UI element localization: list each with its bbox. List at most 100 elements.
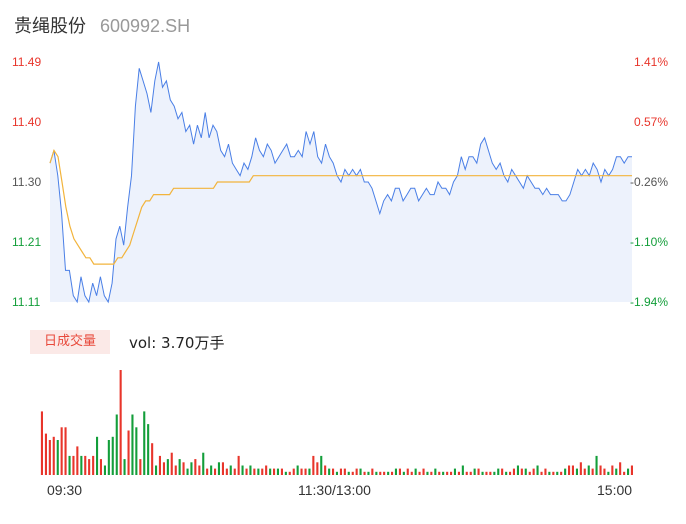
volume-bar: [233, 468, 236, 475]
volume-bar: [96, 436, 99, 475]
pct-label: -0.26%: [629, 175, 668, 189]
volume-bar: [379, 471, 382, 475]
volume-bar: [473, 468, 476, 475]
volume-bar: [241, 465, 244, 475]
volume-bar: [284, 471, 287, 475]
volume-bar: [465, 471, 468, 475]
volume-bar: [131, 414, 134, 475]
pct-label: 0.57%: [633, 115, 668, 129]
volume-bar: [430, 471, 433, 475]
volume-bar: [324, 465, 327, 475]
volume-bar: [359, 468, 362, 475]
pct-label: -1.94%: [629, 295, 668, 309]
volume-bar: [304, 468, 307, 475]
volume-bar: [351, 471, 354, 475]
volume-bar: [190, 462, 193, 475]
volume-bar: [143, 411, 146, 475]
volume-bar: [630, 465, 633, 475]
volume-bar: [469, 471, 472, 475]
volume-bar: [178, 459, 181, 475]
volume-bar: [387, 471, 390, 475]
volume-bar: [489, 471, 492, 475]
volume-bar: [438, 471, 441, 475]
volume-bar: [48, 440, 51, 475]
volume-bar: [552, 471, 555, 475]
volume-bar: [402, 471, 405, 475]
volume-bar: [450, 471, 453, 475]
volume-bar: [426, 471, 429, 475]
volume-bar: [627, 468, 630, 475]
volume-bar: [347, 471, 350, 475]
volume-bar: [151, 443, 154, 475]
price-label: 11.11: [12, 295, 41, 309]
volume-bar: [603, 468, 606, 475]
volume-bar: [214, 468, 217, 475]
volume-bar: [355, 468, 358, 475]
volume-bar: [111, 436, 114, 475]
average-line: [49, 148, 632, 265]
volume-tab[interactable]: 日成交量: [30, 330, 110, 354]
volume-bar: [477, 468, 480, 475]
stock-header: 贵绳股份 600992.SH: [14, 12, 190, 40]
volume-bar: [186, 468, 189, 475]
volume-bar: [273, 468, 276, 475]
price-line: [49, 61, 632, 304]
volume-bar: [84, 455, 87, 475]
volume-bar: [221, 462, 224, 475]
volume-bar: [583, 468, 586, 475]
volume-bar: [335, 471, 338, 475]
volume-bar: [391, 471, 394, 475]
volume-bar: [202, 452, 205, 475]
volume-bar: [206, 468, 209, 475]
volume-bar: [92, 455, 95, 475]
volume-bar: [292, 468, 295, 475]
volume-bar: [512, 468, 515, 475]
volume-bar: [312, 455, 315, 475]
volume-bar: [446, 471, 449, 475]
volume-bar: [619, 462, 622, 475]
volume-bar: [406, 468, 409, 475]
price-label: 11.49: [12, 55, 42, 69]
volume-bar: [119, 370, 122, 475]
volume-bar: [501, 468, 504, 475]
volume-bar: [174, 465, 177, 475]
volume-bar: [296, 465, 299, 475]
volume-bar: [80, 455, 83, 475]
volume-bar: [524, 468, 527, 475]
volume-bar: [261, 468, 264, 475]
volume-bar: [599, 465, 602, 475]
volume-bar: [166, 459, 169, 475]
volume-bar: [509, 471, 512, 475]
volume-bar: [40, 411, 43, 475]
volume-bar: [595, 455, 598, 475]
volume-bar: [434, 468, 437, 475]
volume-bar: [225, 468, 228, 475]
volume-bar: [103, 465, 106, 475]
volume-bar: [615, 468, 618, 475]
volume-bar: [505, 471, 508, 475]
volume-bar: [540, 471, 543, 475]
volume-bar: [245, 468, 248, 475]
volume-bar: [158, 455, 161, 475]
volume-bar: [210, 465, 213, 475]
volume-bar: [339, 468, 342, 475]
volume-bar: [276, 468, 279, 475]
price-label: 11.21: [12, 235, 42, 249]
volume-bar: [587, 465, 590, 475]
volume-bar: [528, 471, 531, 475]
volume-bar: [607, 471, 610, 475]
volume-bar: [162, 462, 165, 475]
volume-bar: [88, 459, 91, 475]
volume-bar: [367, 471, 370, 475]
volume-bar: [332, 468, 335, 475]
volume-bar: [328, 468, 331, 475]
volume-bar: [265, 465, 268, 475]
volume-bar: [520, 468, 523, 475]
volume-bar: [442, 471, 445, 475]
volume-bar: [320, 455, 323, 475]
volume-bar: [371, 468, 374, 475]
volume-bar: [536, 465, 539, 475]
volume-bar: [194, 459, 197, 475]
volume-value: vol: 3.70万手: [129, 334, 225, 352]
